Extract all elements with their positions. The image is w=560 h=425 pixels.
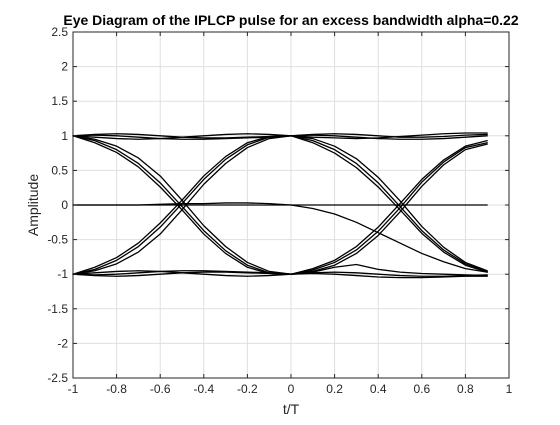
x-tick-label: -0.2 [237, 382, 258, 396]
chart-title: Eye Diagram of the IPLCP pulse for an ex… [63, 12, 518, 28]
x-tick-label: 1 [506, 382, 513, 396]
y-tick-label: -2 [57, 336, 68, 350]
x-tick-label: 0.4 [370, 382, 387, 396]
y-tick-label: 1 [61, 129, 68, 143]
tick-labels: -1 -0.8 -0.6 -0.4 -0.2 0 0.2 0.4 0.6 0.8 1 -2.5 -2 -1… [47, 25, 512, 396]
y-tick-label: 2 [61, 60, 68, 74]
x-tick-label: 0.8 [457, 382, 474, 396]
eye-trace-3 [72, 132, 488, 140]
y-tick-label: -1.5 [47, 302, 68, 316]
y-tick-label: -0.5 [47, 233, 68, 247]
x-axis-label: t/T [283, 401, 300, 417]
y-tick-label: 0 [61, 198, 68, 212]
y-tick-label: 1.5 [51, 94, 68, 108]
x-tick-label: 0.2 [326, 382, 343, 396]
eye-trace-14 [72, 202, 488, 273]
series-group [72, 132, 488, 279]
y-tick-label: 2.5 [51, 25, 68, 39]
eye-trace-11 [72, 142, 488, 276]
x-tick-label: -0.8 [106, 382, 127, 396]
y-axis-label: Amplitude [25, 174, 41, 236]
x-tick-label: -0.6 [150, 382, 171, 396]
y-tick-label: -1 [57, 267, 68, 281]
eye-trace-8 [72, 135, 488, 275]
eye-trace-9 [72, 135, 488, 275]
y-tick-label: -2.5 [47, 371, 68, 385]
ticks [72, 31, 510, 379]
eye-trace-12 [72, 143, 488, 277]
x-tick-label: -0.4 [193, 382, 214, 396]
y-tick-label: 0.5 [51, 163, 68, 177]
x-tick-label: -1 [68, 382, 79, 396]
eye-trace-4 [72, 135, 488, 277]
x-tick-label: 0 [288, 382, 295, 396]
x-tick-label: 0.6 [413, 382, 430, 396]
